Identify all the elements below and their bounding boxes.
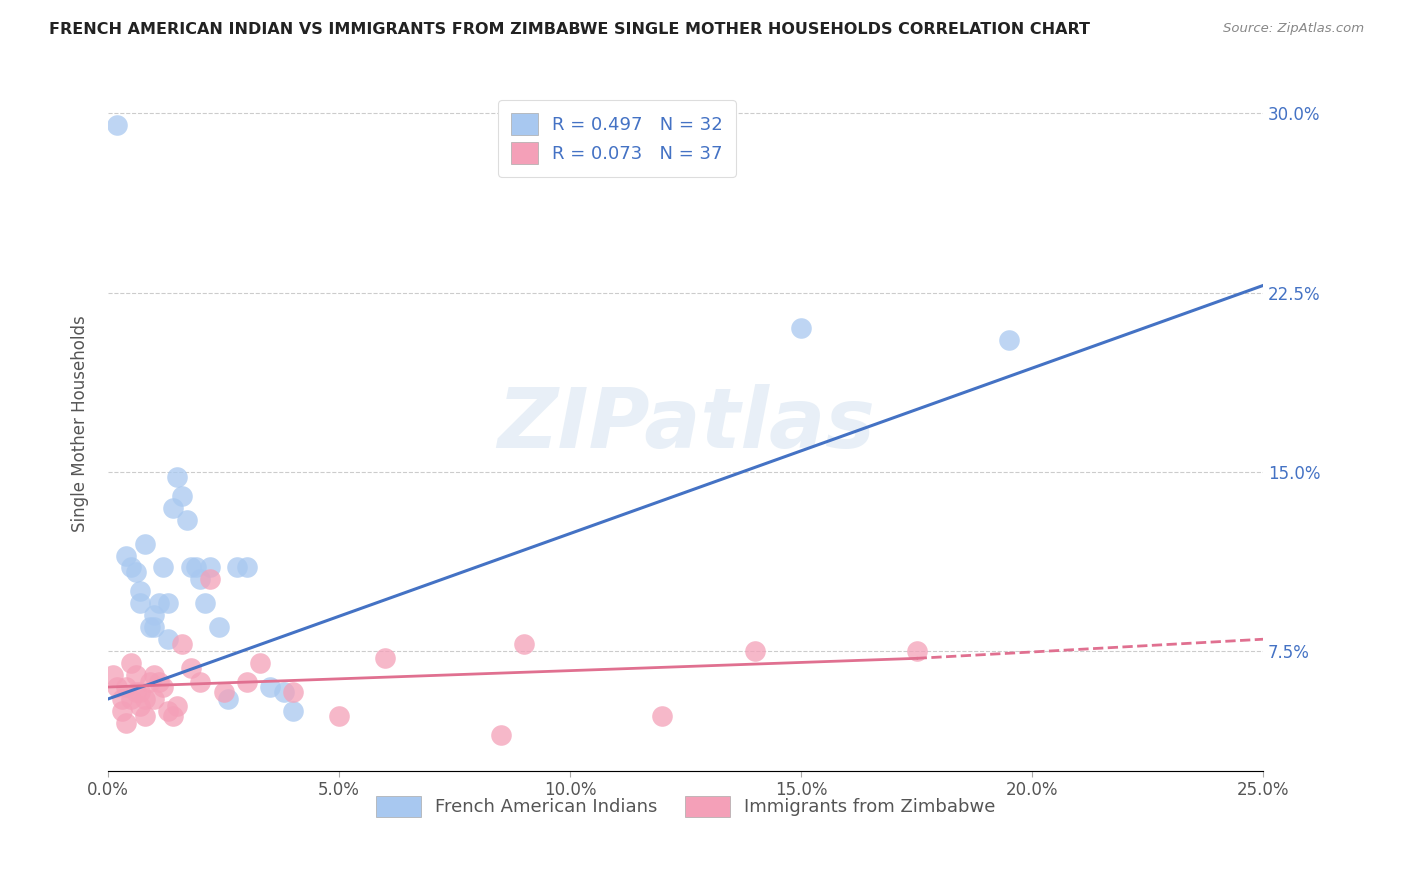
Point <box>143 668 166 682</box>
Point <box>190 573 212 587</box>
Point <box>176 513 198 527</box>
Point <box>281 704 304 718</box>
Point <box>120 656 142 670</box>
Point <box>101 668 124 682</box>
Point <box>651 708 673 723</box>
Point <box>190 675 212 690</box>
Point <box>120 560 142 574</box>
Point <box>170 637 193 651</box>
Point <box>105 118 128 132</box>
Point <box>143 692 166 706</box>
Point <box>143 620 166 634</box>
Point <box>148 675 170 690</box>
Point <box>157 632 180 647</box>
Point <box>143 608 166 623</box>
Point <box>184 560 207 574</box>
Point <box>134 536 156 550</box>
Point <box>152 560 174 574</box>
Point <box>138 620 160 634</box>
Point <box>111 704 134 718</box>
Point <box>212 685 235 699</box>
Point <box>273 685 295 699</box>
Point <box>129 584 152 599</box>
Y-axis label: Single Mother Households: Single Mother Households <box>72 316 89 533</box>
Point <box>162 708 184 723</box>
Point <box>111 692 134 706</box>
Point <box>129 685 152 699</box>
Point <box>281 685 304 699</box>
Point <box>115 715 138 730</box>
Point <box>226 560 249 574</box>
Point <box>180 560 202 574</box>
Point <box>138 675 160 690</box>
Point <box>235 560 257 574</box>
Point <box>115 680 138 694</box>
Point <box>166 699 188 714</box>
Point <box>249 656 271 670</box>
Point <box>129 699 152 714</box>
Point <box>105 680 128 694</box>
Point <box>170 489 193 503</box>
Point <box>134 692 156 706</box>
Point <box>129 596 152 610</box>
Point <box>125 668 148 682</box>
Legend: French American Indians, Immigrants from Zimbabwe: French American Indians, Immigrants from… <box>368 789 1002 824</box>
Point <box>166 469 188 483</box>
Point <box>235 675 257 690</box>
Point <box>259 680 281 694</box>
Text: Source: ZipAtlas.com: Source: ZipAtlas.com <box>1223 22 1364 36</box>
Point <box>208 620 231 634</box>
Text: ZIPatlas: ZIPatlas <box>496 384 875 465</box>
Point <box>905 644 928 658</box>
Point <box>998 334 1021 348</box>
Point <box>152 680 174 694</box>
Point <box>198 573 221 587</box>
Text: FRENCH AMERICAN INDIAN VS IMMIGRANTS FROM ZIMBABWE SINGLE MOTHER HOUSEHOLDS CORR: FRENCH AMERICAN INDIAN VS IMMIGRANTS FRO… <box>49 22 1090 37</box>
Point <box>489 728 512 742</box>
Point <box>194 596 217 610</box>
Point <box>513 637 536 651</box>
Point <box>134 708 156 723</box>
Point <box>157 596 180 610</box>
Point <box>115 549 138 563</box>
Point <box>217 692 239 706</box>
Point <box>374 651 396 665</box>
Point <box>162 500 184 515</box>
Point <box>125 685 148 699</box>
Point <box>744 644 766 658</box>
Point <box>157 704 180 718</box>
Point <box>148 596 170 610</box>
Point <box>790 321 813 335</box>
Point <box>120 692 142 706</box>
Point <box>198 560 221 574</box>
Point <box>328 708 350 723</box>
Point <box>180 661 202 675</box>
Point <box>125 566 148 580</box>
